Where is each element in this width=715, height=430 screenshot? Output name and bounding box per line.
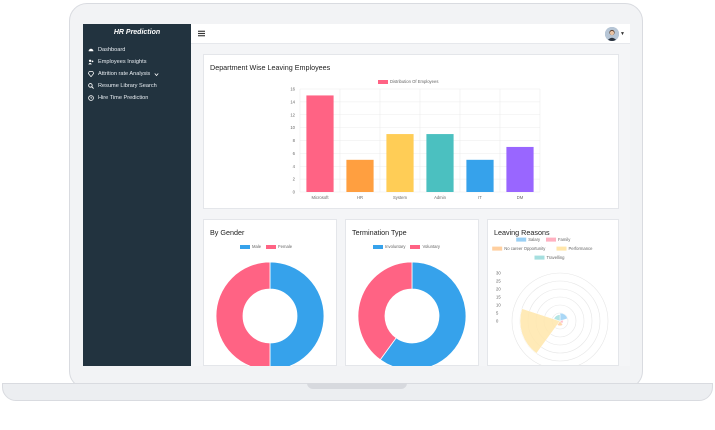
doughnut-slice (269, 261, 325, 366)
legend-swatch (556, 246, 567, 251)
x-tick-label: System (393, 195, 407, 200)
doughnut-slice (357, 261, 413, 361)
x-tick-label: DM (517, 195, 524, 200)
termination-doughnut-chart (357, 261, 467, 366)
legend-swatch (266, 244, 277, 249)
leaving-reasons-card: Leaving Reasons Salary Family No career Op… (487, 219, 619, 366)
bar-legend-swatch (378, 79, 388, 84)
legend-swatch (240, 244, 250, 249)
x-tick-label: Admin (434, 195, 447, 200)
dashboard-icon (88, 48, 94, 52)
legend-label: Male (252, 244, 262, 249)
department-card: Department Wise Leaving Employees Distri… (203, 54, 619, 209)
r-tick-label: 15 (496, 295, 501, 300)
laptop-notch (307, 383, 407, 389)
bar (506, 146, 534, 192)
menu-toggle-icon[interactable] (198, 30, 205, 37)
bar-chart: 0 2 4 6 8 10 12 14 16 Microsoft HR System Admin IT DM (290, 87, 541, 200)
top-navbar: ▼ (191, 24, 630, 44)
x-tick-label: IT (478, 195, 482, 200)
sidebar-item-dashboard[interactable]: Dashboard (83, 44, 191, 56)
sidebar-item-hire-time-prediction[interactable]: Hire Time Prediction (83, 92, 191, 104)
termination-card-title: Termination Type (352, 228, 407, 237)
gender-card: By Gender Male Female (203, 219, 337, 366)
y-tick-label: 0 (293, 190, 296, 195)
diamond-icon (88, 71, 94, 77)
sidebar-item-label: Hire Time Prediction (98, 95, 149, 101)
bar-legend-label: Distribution Of Employees (390, 79, 439, 84)
legend-swatch (534, 255, 545, 260)
r-tick-label: 20 (496, 287, 501, 292)
r-tick-label: 25 (496, 279, 501, 284)
legend-swatch (516, 237, 527, 242)
legend-label: No career Opportunity (504, 246, 546, 251)
search-icon (88, 83, 94, 89)
bar (346, 159, 374, 192)
legend-label: Voluntary (422, 244, 440, 249)
x-tick-label: Microsoft (312, 195, 330, 200)
r-tick-label: 30 (496, 271, 501, 276)
y-tick-label: 14 (290, 99, 295, 104)
doughnut-slice (215, 261, 271, 366)
sidebar-item-label: Resume Library Search (98, 83, 157, 89)
app-screen: HR Prediction Dashboard Employees Insigh… (83, 24, 630, 366)
sidebar-item-employees-insights[interactable]: Employees Insights (83, 56, 191, 68)
sidebar-item-label: Attrition rate Analysis (98, 71, 151, 77)
sidebar: HR Prediction Dashboard Employees Insigh… (83, 24, 191, 366)
polar-sector (519, 308, 561, 354)
bar (306, 95, 334, 192)
polar-sector (553, 314, 561, 322)
y-tick-label: 12 (290, 112, 295, 117)
leaving-reasons-card-title: Leaving Reasons (494, 228, 550, 237)
sidebar-item-label: Dashboard (98, 47, 126, 53)
legend-swatch (492, 246, 503, 251)
r-tick-label: 5 (496, 311, 499, 316)
legend-label: Performance (569, 246, 594, 251)
bar (466, 159, 494, 192)
user-avatar-icon (605, 27, 619, 41)
legend-label: Travelling (547, 255, 566, 260)
leaving-reasons-polar-chart: Salary Family No career Opportunity Perform… (492, 237, 609, 366)
polar-ring (511, 272, 609, 366)
r-tick-label: 0 (496, 319, 499, 324)
y-tick-label: 2 (293, 177, 296, 182)
sidebar-item-attrition-rate-analysis[interactable]: Attrition rate Analysis (83, 68, 191, 80)
sidebar-item-resume-library-search[interactable]: Resume Library Search (83, 80, 191, 92)
department-card-title: Department Wise Leaving Employees (210, 63, 331, 72)
clock-icon (88, 95, 94, 101)
termination-card: Termination Type Involuntary Voluntary (345, 219, 479, 366)
x-tick-label: HR (357, 195, 363, 200)
legend-label: Involuntary (385, 244, 406, 249)
polar-sector (559, 312, 568, 322)
termination-legend[interactable]: Involuntary Voluntary (373, 244, 443, 249)
legend-label: Family (558, 237, 571, 242)
y-tick-label: 4 (293, 164, 296, 169)
gender-doughnut-chart (215, 261, 325, 366)
r-tick-label: 10 (496, 303, 501, 308)
gender-legend[interactable]: Male Female (240, 244, 295, 249)
brand-title[interactable]: HR Prediction (113, 29, 161, 36)
legend-swatch (373, 244, 383, 249)
bar (386, 134, 414, 192)
doughnut-slice (379, 261, 467, 366)
legend-label: Female (278, 244, 293, 249)
legend-label: Salary (528, 237, 541, 242)
legend-swatch (546, 237, 556, 242)
y-tick-label: 6 (293, 151, 296, 156)
user-menu-caret-icon[interactable]: ▼ (620, 31, 625, 37)
users-icon (88, 59, 94, 65)
y-tick-label: 10 (290, 125, 295, 130)
user-avatar[interactable] (605, 27, 619, 41)
sidebar-item-label: Employees Insights (98, 59, 147, 65)
y-tick-label: 16 (290, 87, 295, 92)
bar-legend[interactable]: Distribution Of Employees (378, 79, 438, 84)
y-tick-label: 8 (293, 138, 296, 143)
legend-swatch (410, 244, 421, 249)
chevron-down-icon (154, 72, 159, 76)
bar (426, 134, 454, 192)
gender-card-title: By Gender (210, 228, 245, 237)
